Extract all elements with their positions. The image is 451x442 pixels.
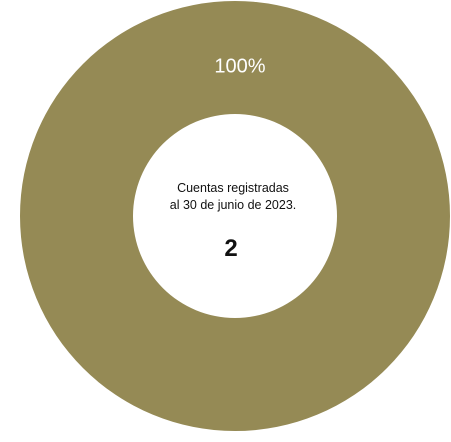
slice-percent-label: 100% <box>214 56 265 78</box>
donut-slice <box>20 1 450 431</box>
center-total-value: 2 <box>224 235 237 262</box>
center-text-line2: al 30 de junio de 2023. <box>170 198 297 212</box>
center-text-line1: Cuentas registradas <box>177 181 289 195</box>
slice-labels-group: 100% <box>214 56 265 78</box>
slices-group <box>20 1 450 431</box>
